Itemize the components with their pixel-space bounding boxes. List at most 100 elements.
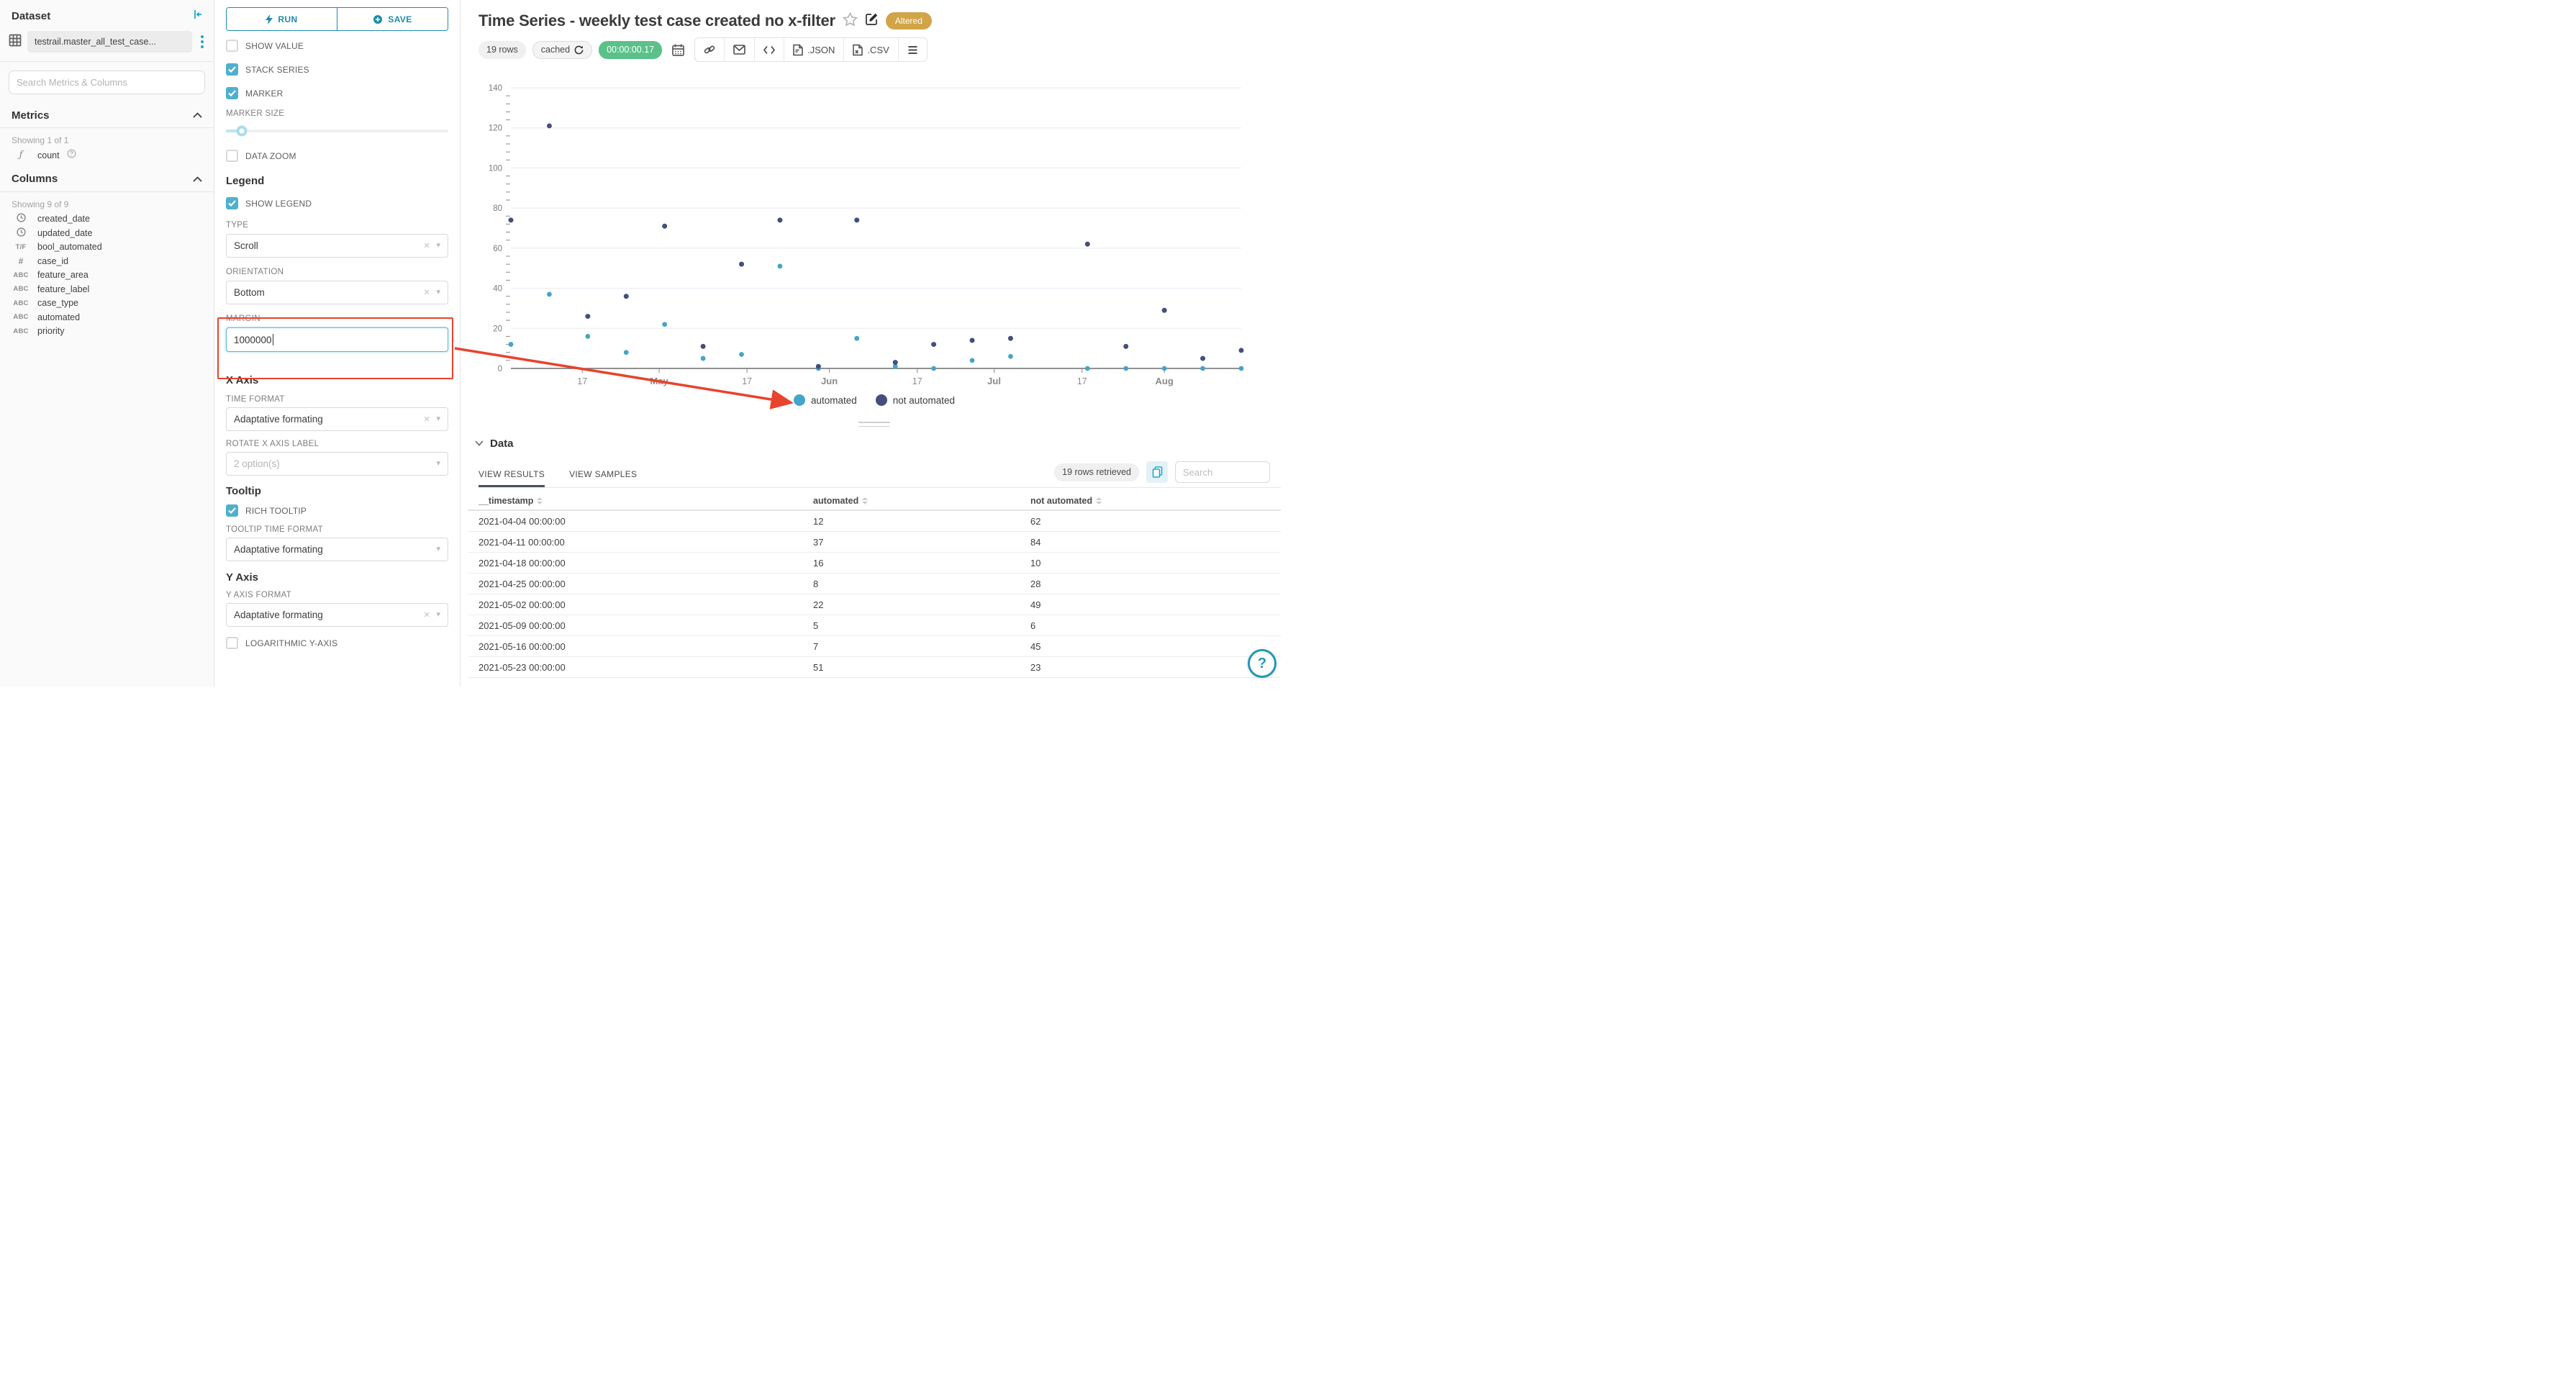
resize-handle[interactable] — [858, 422, 890, 427]
divider — [0, 127, 214, 128]
svg-text:100: 100 — [489, 164, 502, 173]
tooltip-section-header: Tooltip — [226, 485, 261, 497]
email-icon[interactable] — [724, 38, 754, 61]
customize-panel: RUN SAVE SHOW VALUE STACK SERIES MARKER … — [214, 0, 461, 686]
yaxis-format-select[interactable]: Adaptative formating × ▾ — [226, 603, 448, 627]
save-button[interactable]: SAVE — [337, 8, 448, 30]
refresh-icon — [574, 45, 584, 54]
logarithmic-yaxis-checkbox[interactable]: LOGARITHMIC Y-AXIS — [226, 637, 448, 649]
plus-circle-icon — [373, 14, 383, 24]
cached-pill[interactable]: cached — [532, 40, 593, 59]
slider-handle[interactable] — [236, 125, 248, 137]
column-item-updated_date[interactable]: updated_date — [0, 226, 214, 240]
help-button[interactable]: ? — [1248, 649, 1276, 678]
legend-type-select[interactable]: Scroll × ▾ — [226, 234, 448, 258]
copy-link-icon[interactable] — [695, 38, 724, 61]
xaxis-section-header: X Axis — [226, 374, 259, 386]
row-count-pill: 19 rows — [479, 40, 526, 59]
tooltip-time-format-select[interactable]: Adaptative formating ▾ — [226, 538, 448, 561]
column-item-feature_label[interactable]: ABC feature_label — [13, 284, 90, 294]
table-row[interactable]: 2021-05-09 00:00:00 5 6 — [468, 615, 1281, 636]
text-type-icon: ABC — [13, 285, 29, 294]
svg-text:20: 20 — [493, 325, 502, 333]
tooltip-time-format-label: TOOLTIP TIME FORMAT — [226, 525, 323, 534]
edit-properties-icon[interactable] — [865, 12, 879, 30]
text-type-icon: ABC — [13, 327, 29, 335]
svg-text:60: 60 — [493, 245, 502, 253]
chart-title: Time Series - weekly test case created n… — [479, 12, 835, 30]
metric-item[interactable]: ƒ count — [0, 148, 214, 163]
legend-item-not-automated[interactable]: not automated — [875, 394, 955, 406]
sort-icon[interactable] — [862, 497, 869, 504]
clear-icon[interactable]: × — [423, 413, 430, 425]
dataset-panel: Dataset testrail.master_all_test_case...… — [0, 0, 214, 686]
metrics-columns-search-input[interactable] — [9, 71, 205, 94]
copy-to-clipboard-icon[interactable] — [1146, 461, 1168, 483]
svg-text:40: 40 — [493, 285, 502, 294]
marker-checkbox[interactable]: MARKER — [226, 87, 448, 99]
table-row[interactable]: 2021-04-04 00:00:00 12 62 — [468, 511, 1281, 532]
clear-icon[interactable]: × — [423, 609, 430, 621]
show-value-checkbox[interactable]: SHOW VALUE — [226, 40, 448, 52]
column-header-automated[interactable]: automated — [813, 496, 1030, 506]
superset-explore-page: Dataset testrail.master_all_test_case...… — [0, 0, 1288, 686]
collapse-panel-icon[interactable] — [192, 9, 204, 24]
rotate-xaxis-select[interactable]: 2 option(s) ▾ — [226, 452, 448, 476]
rich-tooltip-checkbox[interactable]: RICH TOOLTIP — [226, 504, 448, 517]
svg-text:17: 17 — [742, 376, 752, 386]
data-section-title: Data — [490, 437, 514, 450]
run-button[interactable]: RUN — [227, 8, 337, 30]
file-icon — [793, 44, 803, 55]
yaxis-section-header: Y Axis — [226, 571, 259, 584]
dataset-options-kebab-icon[interactable] — [198, 34, 207, 50]
table-search-input[interactable] — [1175, 461, 1270, 483]
data-zoom-checkbox[interactable]: DATA ZOOM — [226, 150, 448, 162]
sort-icon[interactable] — [537, 497, 543, 504]
legend-item-automated[interactable]: automated — [793, 394, 857, 406]
timeseries-scatter-chart[interactable]: 0 20 40 60 80 100 120 140 17 May 17 Jun 17 Jul 17 Aug — [461, 65, 1288, 390]
svg-text:Aug: Aug — [1156, 376, 1174, 386]
favorite-star-icon[interactable] — [842, 12, 858, 30]
column-item-case_type[interactable]: ABC case_type — [13, 298, 78, 309]
clear-icon[interactable]: × — [423, 286, 430, 299]
table-row[interactable]: 2021-05-23 00:00:00 51 23 — [468, 657, 1281, 678]
legend-orientation-select[interactable]: Bottom × ▾ — [226, 281, 448, 304]
table-row[interactable]: 2021-04-18 00:00:00 16 10 — [468, 553, 1281, 574]
tab-view-samples[interactable]: VIEW SAMPLES — [569, 469, 638, 479]
table-row[interactable]: 2021-04-11 00:00:00 37 84 — [468, 532, 1281, 553]
column-header-__timestamp[interactable]: __timestamp — [479, 496, 813, 506]
svg-text:120: 120 — [489, 124, 502, 133]
table-row[interactable]: 2021-05-02 00:00:00 22 49 — [468, 594, 1281, 615]
time-format-label: TIME FORMAT — [226, 395, 285, 404]
rotate-xaxis-label: ROTATE X AXIS LABEL — [226, 440, 319, 448]
altered-badge[interactable]: Altered — [885, 12, 932, 30]
menu-icon[interactable] — [897, 38, 927, 61]
dataset-name[interactable]: testrail.master_all_test_case... — [27, 31, 192, 53]
stack-series-checkbox[interactable]: STACK SERIES — [226, 63, 448, 76]
table-row[interactable]: 2021-05-16 00:00:00 7 45 — [468, 636, 1281, 657]
column-item-bool_automated[interactable]: T/F bool_automated — [15, 242, 102, 253]
chevron-down-icon: ▾ — [436, 610, 440, 619]
rows-retrieved-pill: 19 rows retrieved — [1054, 463, 1139, 481]
export-json-button[interactable]: .JSON — [784, 38, 843, 61]
time-format-select[interactable]: Adaptative formating × ▾ — [226, 407, 448, 431]
column-item-created_date[interactable]: created_date — [0, 212, 214, 227]
calendar-icon[interactable] — [671, 43, 685, 57]
marker-size-slider[interactable] — [226, 125, 448, 137]
clear-icon[interactable]: × — [423, 240, 430, 252]
show-legend-checkbox[interactable]: SHOW LEGEND — [226, 197, 448, 209]
chevron-up-icon[interactable] — [193, 173, 202, 186]
column-item-feature_area[interactable]: ABC feature_area — [13, 270, 89, 281]
column-item-case_id[interactable]: # case_id — [18, 255, 69, 266]
column-item-automated[interactable]: ABC automated — [13, 312, 81, 322]
table-row[interactable]: 2021-04-25 00:00:00 8 28 — [468, 574, 1281, 594]
legend-margin-input[interactable]: 1000000 — [226, 327, 448, 352]
chevron-up-icon[interactable] — [193, 109, 202, 122]
tab-view-results[interactable]: VIEW RESULTS — [479, 469, 545, 487]
export-csv-button[interactable]: .CSV — [843, 38, 897, 61]
column-item-priority[interactable]: ABC priority — [13, 326, 65, 337]
sort-icon[interactable] — [1096, 497, 1102, 504]
column-header-not-automated[interactable]: not automated — [1030, 496, 1281, 506]
chevron-down-icon[interactable] — [475, 437, 484, 450]
embed-code-icon[interactable] — [754, 38, 784, 61]
